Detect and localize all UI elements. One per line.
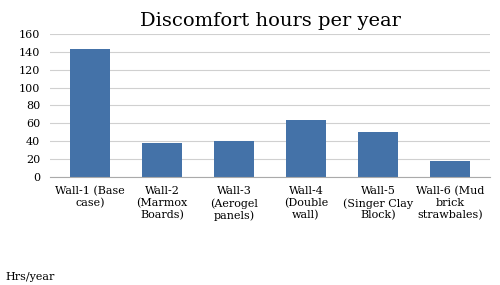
Title: Discomfort hours per year: Discomfort hours per year <box>140 12 400 30</box>
Bar <box>430 161 470 177</box>
Bar <box>286 120 326 177</box>
Bar <box>214 141 254 177</box>
Text: Hrs/year: Hrs/year <box>5 272 54 282</box>
Bar <box>142 143 182 177</box>
Bar <box>358 132 398 177</box>
Bar <box>70 49 110 177</box>
